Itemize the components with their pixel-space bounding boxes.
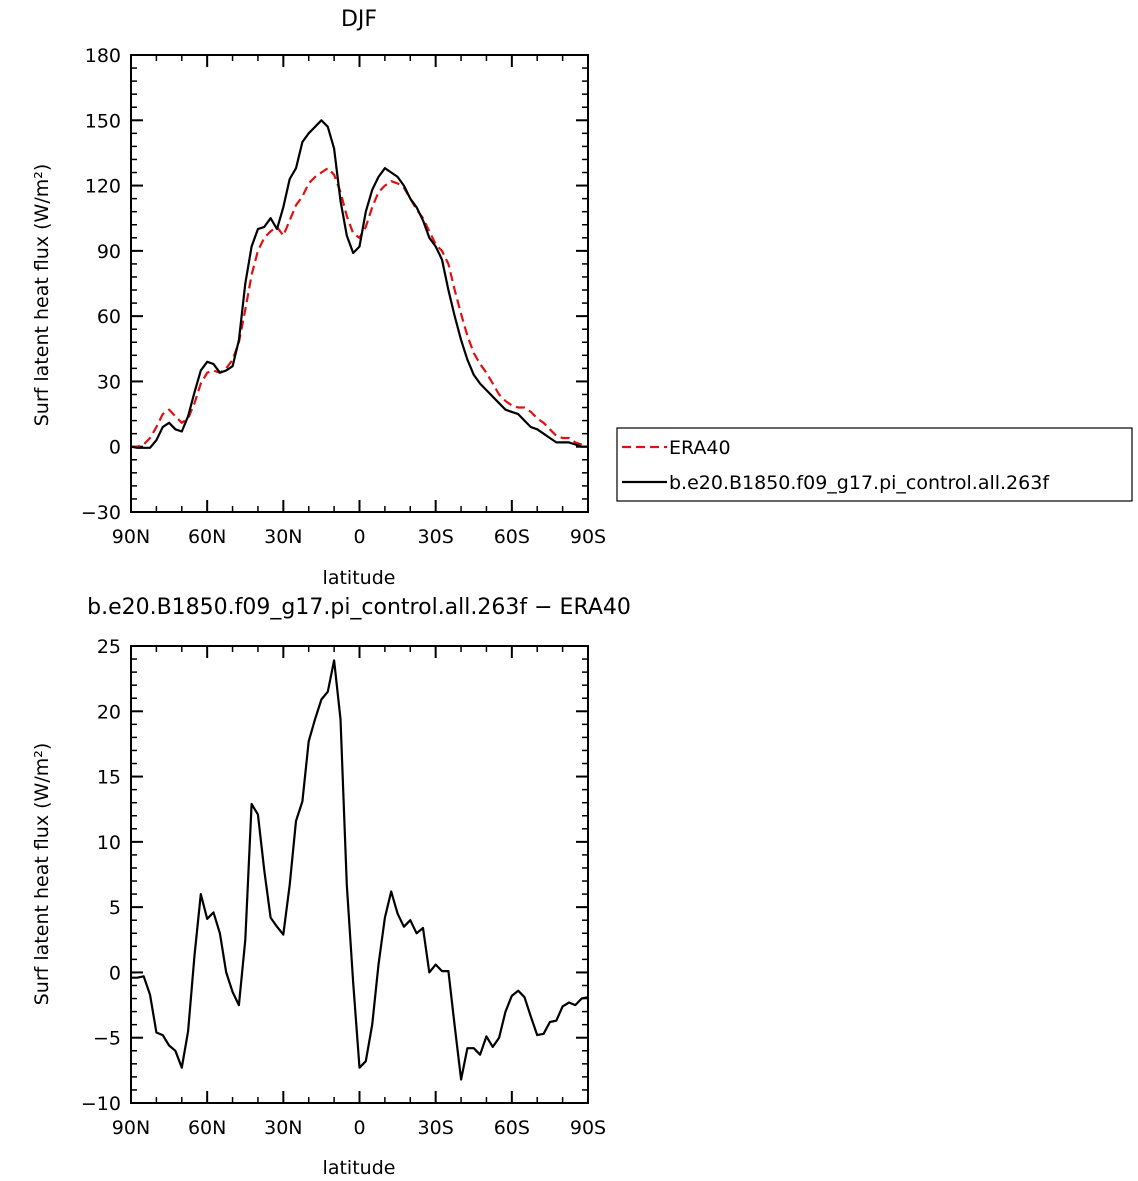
bottom-plot-ylabel: Surf latent heat flux (W/m²) — [31, 743, 53, 1006]
x-tick-label: 90S — [570, 526, 606, 548]
x-tick-label: 60N — [188, 1117, 226, 1139]
y-tick-label: −5 — [93, 1028, 121, 1050]
bottom-plot-difference: b.e20.B1850.f09_g17.pi_control.all.263f … — [31, 595, 631, 1179]
top-plot-title: DJF — [341, 7, 377, 32]
top-plot-djf: DJF −30 0 30 60 90 120 150 180 90N 60N 30N 0 30S 60S 9… — [31, 7, 606, 589]
top-plot-ylabel: Surf latent heat flux (W/m²) — [31, 164, 53, 427]
series-line-0 — [131, 167, 589, 448]
y-tick-label: −10 — [81, 1093, 121, 1115]
plot-frame — [130, 54, 589, 513]
series-line-1 — [130, 119, 588, 449]
x-tick-label: 0 — [353, 526, 365, 548]
y-tick-label: 30 — [97, 371, 121, 393]
top-plot-axes: −30 0 30 60 90 120 150 180 90N 60N 30N 0 30S 60S 90S — [81, 45, 606, 548]
top-plot-legend: ERA40 b.e20.B1850.f09_g17.pi_control.all… — [616, 427, 1133, 502]
y-tick-label: 15 — [97, 767, 121, 789]
y-tick-label: 0 — [109, 962, 121, 984]
y-tick-label: 150 — [85, 110, 121, 132]
y-tick-label: 0 — [109, 437, 121, 459]
top-plot-xlabel: latitude — [323, 567, 396, 589]
x-tick-label: 90S — [570, 1117, 606, 1139]
x-tick-label: 90N — [112, 1117, 150, 1139]
x-tick-label: 60N — [188, 526, 226, 548]
y-tick-label: −30 — [81, 502, 121, 524]
x-tick-label: 30S — [418, 1117, 454, 1139]
y-tick-label: 5 — [109, 897, 121, 919]
y-tick-label: 60 — [97, 306, 121, 328]
top-plot-series — [130, 119, 589, 449]
y-tick-label: 120 — [85, 176, 121, 198]
y-tick-label: 90 — [97, 241, 121, 263]
y-tick-label: 180 — [85, 45, 121, 67]
bottom-plot-series — [131, 659, 589, 1081]
bottom-plot-axes: −10 −5 0 5 10 15 20 25 90N 60N 30N 0 30S 60S 90S — [81, 636, 606, 1139]
x-tick-label: 60S — [494, 1117, 530, 1139]
plot-frame — [130, 645, 589, 1104]
legend-box — [616, 427, 1133, 502]
bottom-plot-title: b.e20.B1850.f09_g17.pi_control.all.263f … — [87, 595, 631, 620]
x-tick-label: 90N — [112, 526, 150, 548]
bottom-plot-xlabel: latitude — [323, 1157, 396, 1179]
x-tick-label: 60S — [494, 526, 530, 548]
x-tick-label: 30N — [264, 526, 302, 548]
x-tick-label: 0 — [353, 1117, 365, 1139]
y-tick-label: 10 — [97, 832, 121, 854]
x-tick-label: 30N — [264, 1117, 302, 1139]
y-tick-label: 25 — [97, 636, 121, 658]
x-tick-label: 30S — [418, 526, 454, 548]
legend-label-model: b.e20.B1850.f09_g17.pi_control.all.263f — [669, 472, 1050, 494]
legend-label-era40: ERA40 — [669, 437, 731, 459]
series-line-0 — [131, 659, 589, 1081]
y-tick-label: 20 — [97, 701, 121, 723]
